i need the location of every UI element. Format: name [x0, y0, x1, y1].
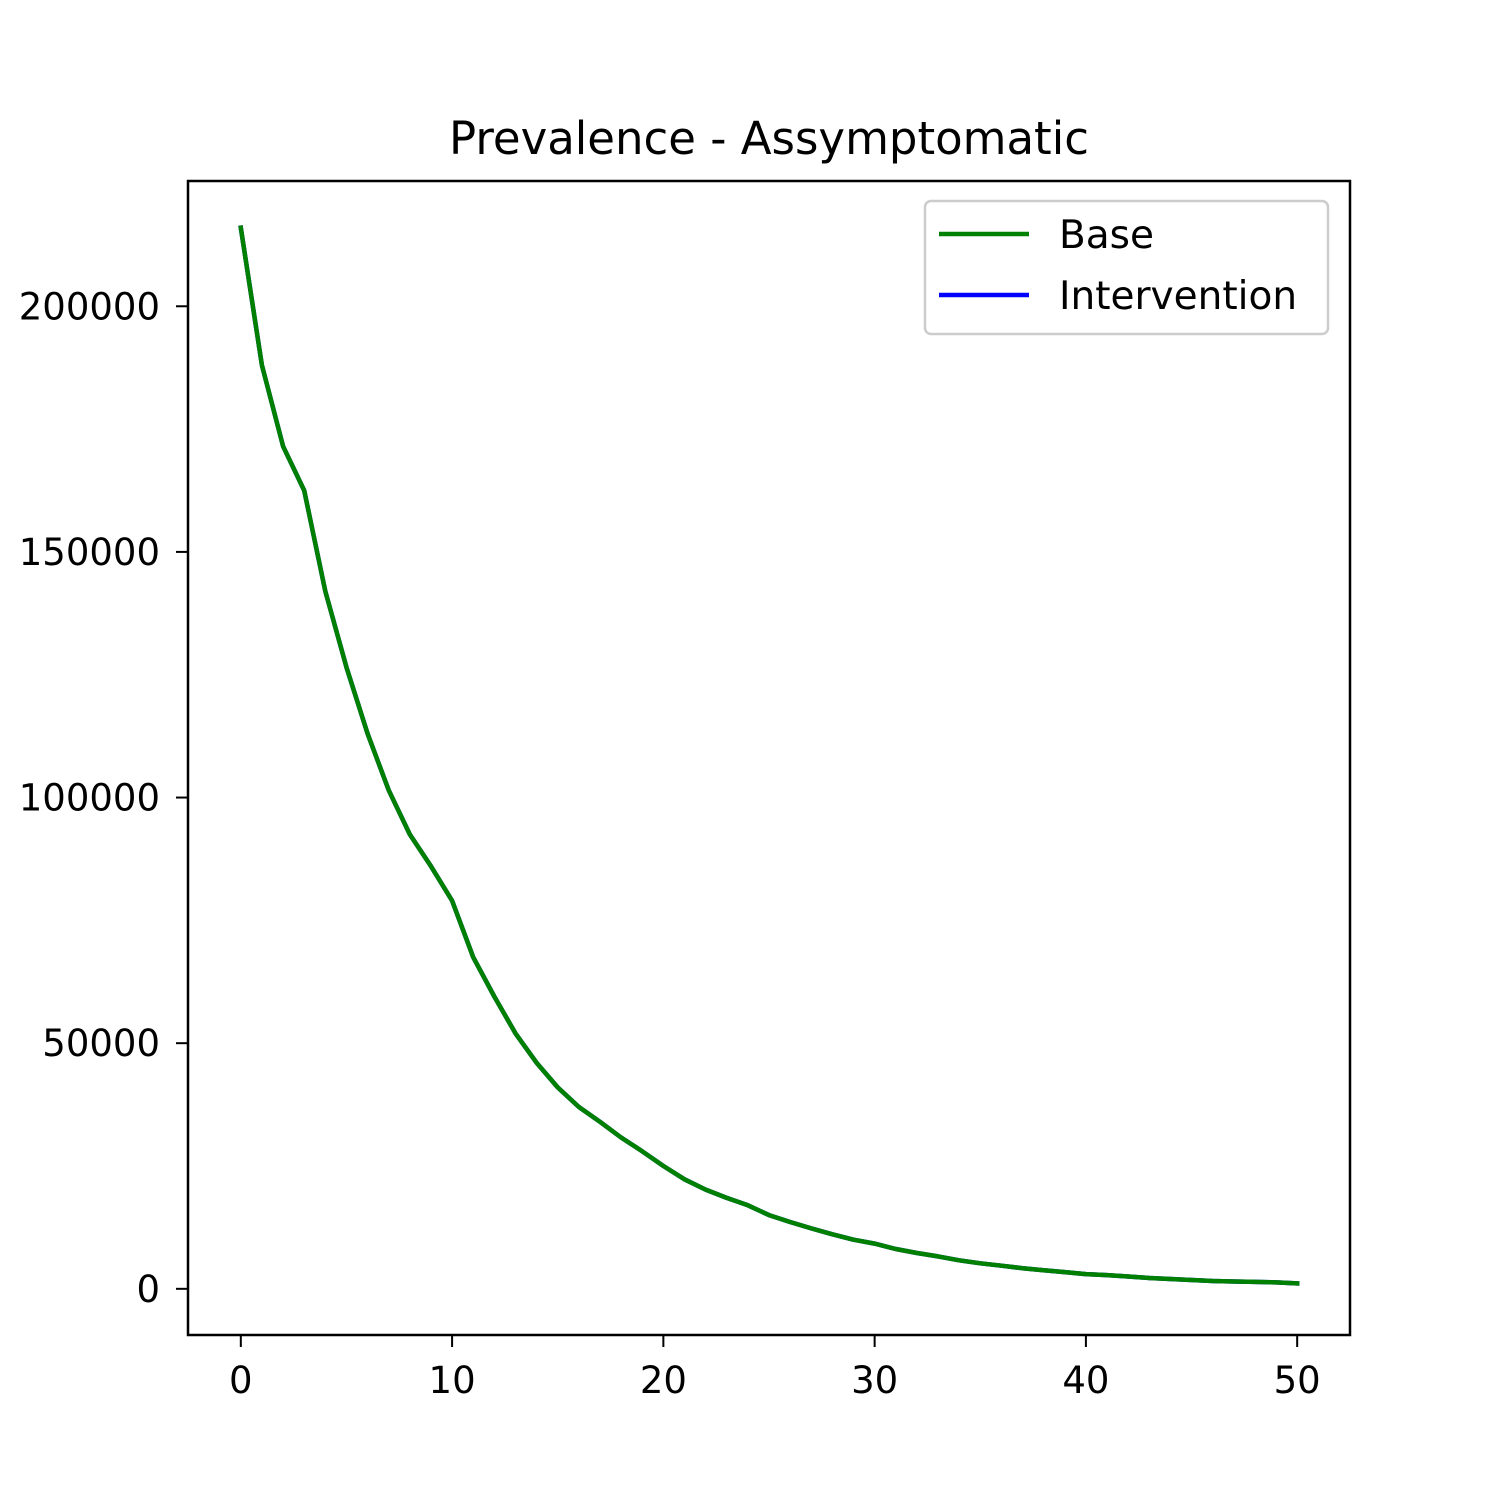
x-tick-label: 0 — [229, 1359, 253, 1402]
x-axis: 0 10 20 30 40 50 — [229, 1335, 1321, 1402]
y-tick-label: 200000 — [19, 285, 160, 328]
chart-title: Prevalence - Assymptomatic — [449, 112, 1089, 165]
series-line-base — [238, 225, 1300, 1286]
x-tick-label: 40 — [1062, 1359, 1109, 1402]
y-tick-label: 0 — [136, 1268, 160, 1311]
y-axis: 0 50000 100000 150000 200000 — [19, 285, 188, 1311]
y-tick-label: 50000 — [42, 1022, 160, 1065]
legend: Base Intervention — [923, 199, 1330, 336]
plot-area — [186, 179, 1352, 1337]
axes-frame — [186, 179, 1352, 1337]
y-tick-label: 100000 — [19, 777, 160, 820]
x-tick-label: 10 — [429, 1359, 476, 1402]
legend-label-intervention: Intervention — [1059, 274, 1297, 319]
x-tick-label: 30 — [851, 1359, 898, 1402]
series-lines — [238, 225, 1300, 1286]
y-tick-label: 150000 — [19, 531, 160, 574]
legend-label-base: Base — [1059, 213, 1154, 258]
x-tick-label: 20 — [640, 1359, 687, 1402]
x-tick-label: 50 — [1274, 1359, 1321, 1402]
